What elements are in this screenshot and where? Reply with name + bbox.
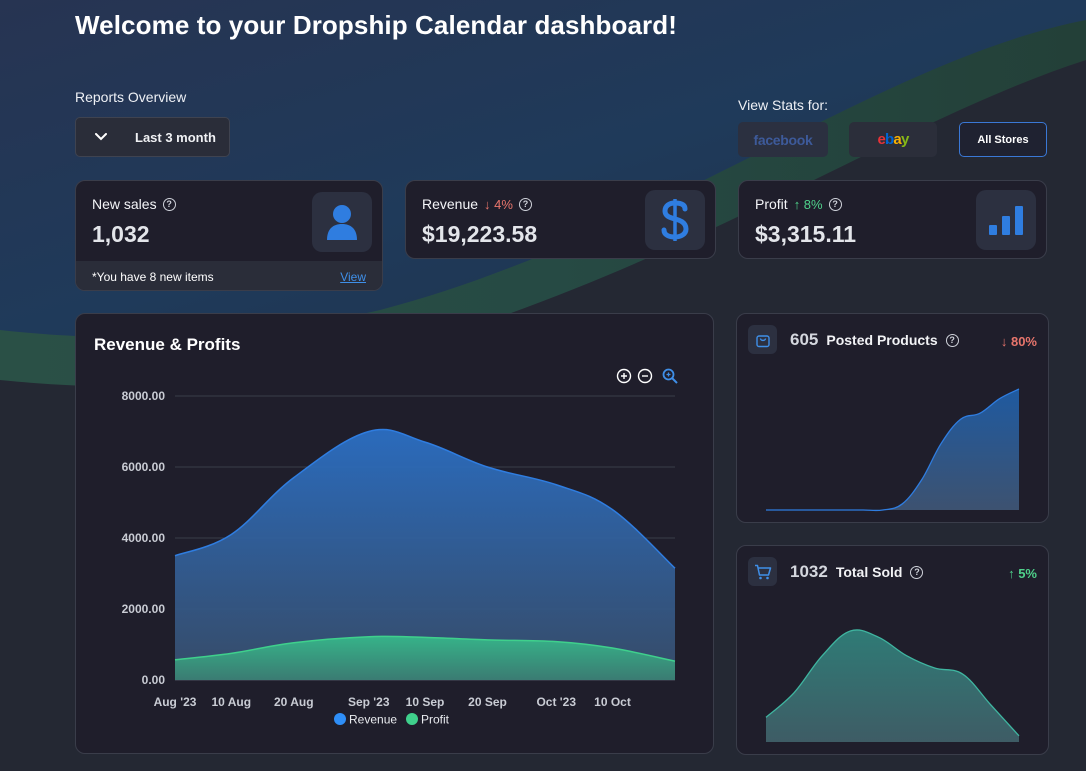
y-tick-label: 0.00 (142, 673, 166, 687)
shopping-bag-icon (748, 325, 777, 354)
revenue-profits-chart: 0.00 2000.00 4000.00 6000.00 8000.00 Aug '23 1… (122, 389, 676, 727)
page-title: Welcome to your Dropship Calendar dashbo… (75, 10, 678, 40)
help-icon[interactable]: ? (162, 197, 176, 211)
x-tick-label: 10 Sep (406, 695, 445, 709)
total-sold-value: 1032 (790, 562, 828, 581)
new-sales-footer: *You have 8 new items View (76, 261, 382, 290)
legend-label-profit: Profit (421, 713, 450, 727)
sparkline-line (766, 388, 1020, 512)
series-line-revenue (174, 428, 676, 569)
revenue-change: ↓ 4% (484, 196, 513, 212)
zoom-out-icon[interactable] (637, 368, 653, 384)
revenue-profits-card: Revenue & Profits 0.00 2000.00 4000.00 6000… (75, 313, 714, 754)
series-area-profit (175, 636, 675, 680)
store-facebook-button[interactable]: facebook (738, 122, 828, 157)
new-items-note: *You have 8 new items (92, 269, 214, 284)
zoom-reset-icon[interactable] (662, 368, 678, 384)
store-ebay-button[interactable]: ebay (849, 122, 937, 157)
new-sales-value: 1,032 (92, 221, 150, 247)
profit-label: Profit (755, 196, 788, 212)
posted-products-sparkline (766, 388, 1020, 512)
profit-title: Profit ↑ 8% ? (755, 196, 842, 212)
series-line-profit (174, 635, 676, 662)
legend-marker-profit (406, 713, 418, 725)
help-icon[interactable]: ? (518, 197, 532, 211)
series-area-revenue (175, 429, 675, 680)
total-sold-label: Total Sold (835, 564, 903, 580)
help-icon[interactable]: ? (828, 197, 842, 211)
x-tick-label: Aug '23 (154, 695, 197, 709)
y-tick-label: 8000.00 (122, 389, 166, 403)
posted-products-change: ↓ 80% (1000, 334, 1037, 349)
revenue-value: $19,223.58 (422, 221, 538, 247)
x-tick-label: Sep '23 (348, 695, 390, 709)
x-tick-label: 10 Aug (211, 695, 251, 709)
dollar-icon (645, 190, 705, 250)
legend-marker-revenue (334, 713, 346, 725)
x-tick-label: Oct '23 (536, 695, 576, 709)
store-all-stores-button[interactable]: All Stores (959, 122, 1047, 157)
posted-products-header: 605 Posted Products ? (790, 330, 959, 350)
profit-card: Profit ↑ 8% ? $3,315.11 (738, 180, 1047, 259)
user-icon (312, 192, 372, 252)
x-tick-label: 20 Sep (468, 695, 507, 709)
total-sold-sparkline (765, 629, 1020, 742)
date-range-value: Last 3 month (135, 129, 216, 145)
sparkline-line (765, 629, 1020, 737)
reports-overview-label: Reports Overview (75, 89, 187, 105)
y-tick-label: 4000.00 (122, 531, 166, 545)
y-tick-label: 6000.00 (122, 460, 166, 474)
sparkline-area (766, 389, 1019, 511)
revenue-card: Revenue ↓ 4% ? $19,223.58 (405, 180, 716, 259)
new-sales-label: New sales (92, 196, 157, 212)
facebook-logo: facebook (753, 131, 813, 148)
profit-value: $3,315.11 (755, 221, 857, 247)
chart-title: Revenue & Profits (94, 335, 241, 354)
y-tick-label: 2000.00 (122, 602, 166, 616)
help-icon[interactable]: ? (910, 565, 924, 579)
x-tick-label: 20 Aug (274, 695, 314, 709)
total-sold-header: 1032 Total Sold ? (790, 562, 924, 582)
view-link[interactable]: View (340, 269, 366, 284)
total-sold-card: 1032 Total Sold ? ↑ 5% (736, 545, 1049, 755)
x-tick-label: 10 Oct (594, 695, 631, 709)
shopping-cart-icon (748, 557, 777, 586)
legend-label-revenue: Revenue (349, 713, 397, 727)
new-sales-title: New sales ? (92, 196, 176, 212)
date-range-dropdown[interactable]: Last 3 month (75, 117, 230, 157)
profit-change: ↑ 8% (793, 196, 823, 212)
sparkline-area (766, 629, 1019, 742)
bar-chart-icon (976, 190, 1036, 250)
ebay-logo: ebay (877, 131, 909, 148)
view-stats-label: View Stats for: (738, 97, 829, 113)
new-sales-card: New sales ? 1,032 *You have 8 new items … (75, 180, 383, 291)
total-sold-change: ↑ 5% (1008, 566, 1037, 581)
chevron-down-icon (76, 133, 126, 141)
posted-products-value: 605 (790, 330, 819, 349)
posted-products-card: 605 Posted Products ? ↓ 80% (736, 313, 1049, 523)
zoom-in-icon[interactable] (616, 368, 632, 384)
chart-toolbar (616, 368, 678, 384)
posted-products-label: Posted Products (826, 332, 938, 348)
revenue-title: Revenue ↓ 4% ? (422, 196, 532, 212)
revenue-label: Revenue (422, 196, 479, 212)
help-icon[interactable]: ? (945, 333, 959, 347)
